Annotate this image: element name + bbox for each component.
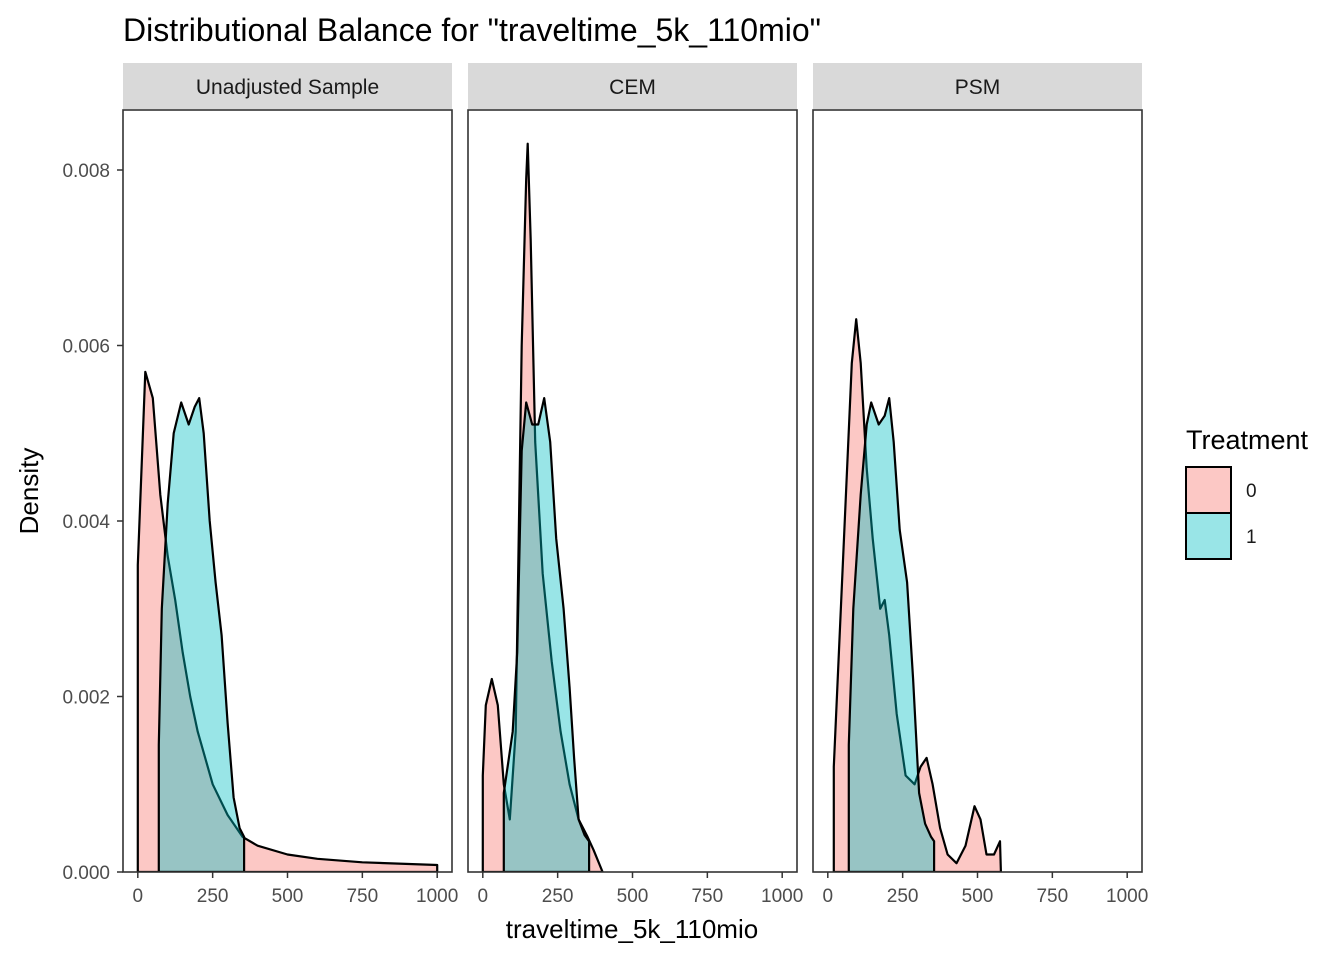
legend-label: 1 bbox=[1246, 527, 1257, 548]
chart-title: Distributional Balance for "traveltime_5… bbox=[123, 12, 821, 48]
facet-strip-label: PSM bbox=[955, 76, 1001, 99]
y-tick-label: 0.000 bbox=[62, 863, 110, 884]
x-tick-label: 1000 bbox=[761, 886, 803, 907]
density-area-treatment-1 bbox=[502, 397, 591, 872]
panel-unadjusted-sample: Unadjusted Sample 0 250 500 750 1000 bbox=[122, 63, 458, 907]
legend-key bbox=[1185, 466, 1232, 514]
facet-strip bbox=[468, 63, 797, 109]
x-tick-label: 0 bbox=[133, 886, 144, 907]
x-tick-label: 1000 bbox=[416, 886, 458, 907]
x-tick-label: 0 bbox=[478, 886, 489, 907]
y-tick-label: 0.004 bbox=[62, 512, 110, 533]
y-axis-title: Density bbox=[14, 448, 44, 535]
x-tick-label: 0 bbox=[823, 886, 834, 907]
density-area-treatment-0 bbox=[136, 370, 439, 872]
legend-key bbox=[1185, 512, 1232, 560]
x-tick-label: 250 bbox=[887, 886, 919, 907]
x-tick-label: 500 bbox=[617, 886, 649, 907]
x-axis-title: traveltime_5k_110mio bbox=[506, 914, 758, 944]
x-tick-label: 250 bbox=[542, 886, 574, 907]
facet-panels: 0.000 0.002 0.004 0.006 0.008 Unadjusted Samp… bbox=[62, 63, 1148, 907]
y-tick-label: 0.008 bbox=[62, 161, 110, 182]
x-tick-label: 250 bbox=[197, 886, 229, 907]
x-tick-label: 750 bbox=[691, 886, 723, 907]
legend-label: 0 bbox=[1246, 481, 1257, 502]
x-tick-label: 750 bbox=[346, 886, 378, 907]
x-tick-label: 750 bbox=[1036, 886, 1068, 907]
y-tick-label: 0.002 bbox=[62, 688, 110, 709]
y-tick-label: 0.006 bbox=[62, 337, 110, 358]
legend-title: Treatment bbox=[1186, 425, 1309, 455]
density-area-treatment-1 bbox=[847, 397, 936, 872]
x-tick-label: 1000 bbox=[1106, 886, 1148, 907]
facet-strip-label: CEM bbox=[609, 76, 656, 99]
facet-strip-label: Unadjusted Sample bbox=[196, 76, 379, 99]
density-area-treatment-1 bbox=[157, 397, 246, 872]
x-tick-label: 500 bbox=[272, 886, 304, 907]
facet-strip bbox=[123, 63, 452, 109]
legend-item-0: 0 bbox=[1185, 466, 1257, 514]
panel-psm: PSM 0 250 500 750 1000 bbox=[812, 63, 1148, 907]
legend-item-1: 1 bbox=[1185, 512, 1257, 560]
x-tick-label: 500 bbox=[962, 886, 994, 907]
panel-cem: CEM 0 250 500 750 1000 bbox=[467, 63, 803, 907]
facet-strip bbox=[813, 63, 1142, 109]
legend: Treatment 0 1 bbox=[1185, 425, 1309, 560]
